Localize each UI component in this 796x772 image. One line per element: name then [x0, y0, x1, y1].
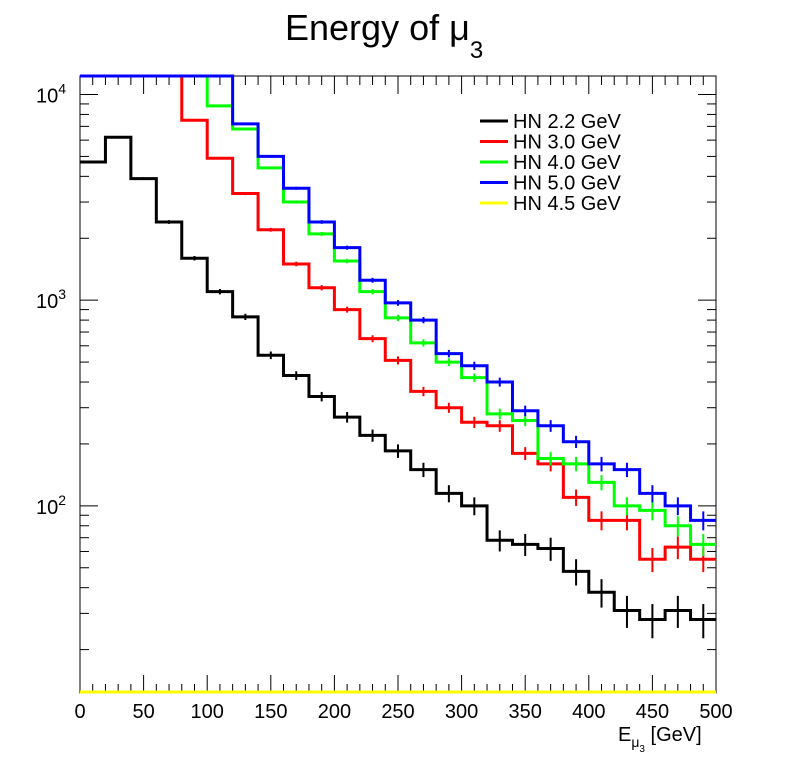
legend-item: HN 4.5 GeV	[480, 193, 621, 215]
x-tick-label: 250	[381, 701, 414, 723]
legend-label: HN 2.2 GeV	[513, 111, 621, 133]
chart-title-symbol: μ	[449, 7, 470, 48]
y-tick-label: 104	[36, 81, 66, 108]
series-line	[80, 74, 716, 522]
x-tick-label: 300	[445, 701, 478, 723]
x-axis-label: Eμ3 [GeV]	[618, 724, 702, 755]
x-tick-label: 400	[572, 701, 605, 723]
legend-item: HN 5.0 GeV	[480, 173, 621, 195]
y-tick-labels: 102 103 104	[36, 81, 66, 519]
x-tick-labels: 0 50 100 150 200 250 300 350 400 450 500	[74, 701, 732, 723]
legend-label: HN 4.0 GeV	[513, 152, 621, 174]
x-tick-label: 100	[191, 701, 224, 723]
x-tick-label: 150	[254, 701, 287, 723]
y-tick-label: 103	[36, 286, 66, 313]
x-tick-label: 500	[699, 701, 732, 723]
chart-title-text: Energy of	[285, 7, 449, 48]
x-tick-label: 450	[636, 701, 669, 723]
series-hn-5-0-gev	[80, 74, 716, 531]
chart-title: Energy of μ3	[285, 7, 483, 64]
x-tick-label: 50	[132, 701, 154, 723]
chart-title-subscript: 3	[470, 37, 483, 64]
x-axis-label-sub-symbol: μ	[631, 734, 639, 750]
legend-label: HN 3.0 GeV	[513, 132, 621, 154]
legend-item: HN 2.2 GeV	[480, 111, 621, 133]
x-tick-label: 0	[74, 701, 85, 723]
legend-label: HN 5.0 GeV	[513, 173, 621, 195]
legend-item: HN 4.0 GeV	[480, 152, 621, 174]
legend-label: HN 4.5 GeV	[513, 193, 621, 215]
y-tick-label: 102	[36, 492, 66, 519]
x-axis-label-unit: [GeV]	[645, 724, 702, 746]
x-tick-label: 200	[318, 701, 351, 723]
series-hn-2-2-gev	[80, 135, 716, 639]
x-axis-label-sub-index: 3	[639, 744, 645, 755]
x-tick-label: 350	[509, 701, 542, 723]
legend-item: HN 3.0 GeV	[480, 132, 621, 154]
x-axis-label-text: E	[618, 724, 631, 746]
series-layer	[80, 74, 716, 694]
